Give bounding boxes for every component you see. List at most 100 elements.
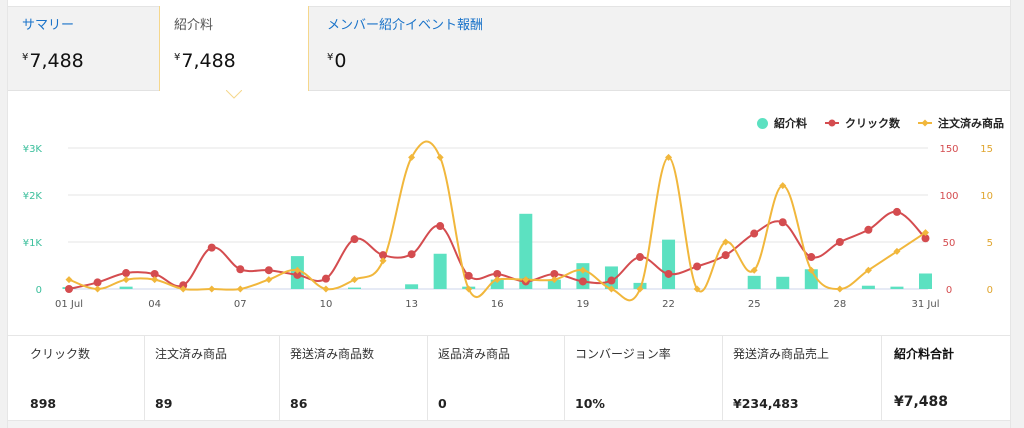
marker-orders[interactable]: [179, 285, 187, 293]
legend-item-orders[interactable]: 注文済み商品: [918, 115, 1004, 131]
marker-orders[interactable]: [236, 285, 244, 293]
tab-summary-label: サマリー: [22, 18, 75, 33]
marker-orders[interactable]: [465, 285, 473, 293]
marker-orders[interactable]: [807, 266, 815, 274]
stat-ordered-items: 注文済み商品 89: [145, 336, 280, 420]
marker-orders[interactable]: [122, 276, 130, 284]
marker-orders[interactable]: [522, 276, 530, 284]
stat-label: 発送済み商品数: [290, 347, 375, 361]
marker-orders[interactable]: [293, 266, 301, 274]
marker-clicks[interactable]: [207, 243, 216, 252]
marker-clicks[interactable]: [892, 207, 901, 216]
marker-clicks[interactable]: [379, 251, 388, 260]
marker-orders[interactable]: [779, 182, 787, 190]
marker-clicks[interactable]: [321, 274, 330, 283]
marker-clicks[interactable]: [122, 269, 131, 278]
bar-referral-fee[interactable]: [519, 213, 533, 289]
marker-clicks[interactable]: [293, 270, 302, 279]
bar-referral-fee[interactable]: [405, 284, 419, 289]
marker-clicks[interactable]: [350, 235, 359, 244]
stat-value: 898: [30, 396, 57, 411]
marker-clicks[interactable]: [264, 266, 273, 275]
legend-item-clicks[interactable]: クリック数: [825, 115, 900, 131]
marker-orders[interactable]: [922, 229, 929, 237]
marker-orders[interactable]: [607, 285, 615, 293]
bar-referral-fee[interactable]: [490, 279, 504, 289]
marker-clicks[interactable]: [778, 218, 787, 227]
tab-referral-fee[interactable]: 紹介料 ¥7,488: [159, 6, 309, 96]
marker-clicks[interactable]: [835, 238, 844, 246]
bar-referral-fee[interactable]: [348, 287, 361, 289]
bar-referral-fee[interactable]: [747, 275, 761, 289]
marker-orders[interactable]: [636, 285, 644, 293]
line-orders: [68, 140, 927, 302]
marker-orders[interactable]: [665, 153, 673, 161]
marker-orders[interactable]: [550, 276, 558, 284]
marker-orders[interactable]: [151, 276, 159, 284]
bar-referral-fee[interactable]: [547, 279, 561, 289]
tab-member-referral-bonus[interactable]: メンバー紹介イベント報酬 ¥0: [313, 7, 573, 92]
referral-fee-chart[interactable]: 0 ¥1K ¥2K ¥3K 0 50 100 150 0 5 10 15 01 Jul 04 07 10 13 1…: [8, 91, 1010, 336]
bar-referral-fee[interactable]: [776, 276, 790, 289]
active-tab-caret-icon: [226, 90, 242, 99]
marker-clicks[interactable]: [664, 269, 673, 278]
marker-clicks[interactable]: [921, 234, 930, 243]
marker-clicks[interactable]: [407, 250, 416, 259]
page-scrollbar[interactable]: [1010, 0, 1024, 428]
marker-orders[interactable]: [379, 257, 387, 265]
tab-summary[interactable]: サマリー ¥7,488: [8, 7, 158, 92]
bar-referral-fee[interactable]: [861, 285, 875, 289]
marker-orders[interactable]: [408, 153, 416, 161]
currency-symbol: ¥: [174, 52, 181, 63]
marker-orders[interactable]: [722, 238, 730, 246]
bar-referral-fee[interactable]: [662, 239, 676, 289]
marker-orders[interactable]: [579, 266, 587, 274]
marker-orders[interactable]: [693, 285, 701, 293]
marker-orders[interactable]: [493, 276, 501, 284]
stats-table: クリック数 898 注文済み商品 89 発送済み商品数 86 返品済み商品 0 …: [8, 336, 1010, 421]
y-right-clicks-tick: 150: [939, 144, 958, 155]
marker-clicks[interactable]: [550, 269, 559, 278]
tab-member-referral-bonus-value: ¥0: [327, 46, 573, 73]
marker-clicks[interactable]: [750, 229, 759, 238]
bar-referral-fee[interactable]: [919, 273, 932, 289]
marker-orders[interactable]: [893, 247, 901, 255]
marker-clicks[interactable]: [578, 277, 587, 286]
stat-value: ¥234,483: [733, 396, 799, 411]
marker-orders[interactable]: [436, 153, 444, 161]
bar-referral-fee[interactable]: [433, 253, 447, 289]
x-tick-label: 28: [833, 299, 846, 310]
marker-clicks[interactable]: [721, 251, 730, 260]
legend-item-fee[interactable]: 紹介料: [757, 115, 807, 131]
marker-clicks[interactable]: [179, 281, 188, 290]
legend-line-dot-icon: [825, 119, 839, 127]
marker-clicks[interactable]: [493, 269, 502, 278]
marker-clicks[interactable]: [607, 276, 616, 285]
bar-referral-fee[interactable]: [119, 286, 133, 289]
marker-clicks[interactable]: [464, 271, 473, 280]
marker-orders[interactable]: [94, 285, 102, 293]
bar-referral-fee[interactable]: [890, 286, 904, 289]
marker-clicks[interactable]: [807, 253, 816, 262]
x-tick-label: 10: [320, 299, 333, 310]
marker-orders[interactable]: [208, 285, 216, 293]
marker-clicks[interactable]: [236, 265, 245, 274]
marker-clicks[interactable]: [864, 225, 873, 234]
marker-clicks[interactable]: [436, 222, 445, 231]
marker-clicks[interactable]: [65, 285, 73, 293]
y-left-tick: 0: [36, 285, 42, 296]
marker-orders[interactable]: [265, 276, 273, 284]
marker-orders[interactable]: [65, 276, 73, 284]
marker-orders[interactable]: [836, 285, 844, 293]
marker-orders[interactable]: [750, 266, 758, 274]
marker-orders[interactable]: [351, 276, 358, 284]
y-right-orders-tick: 5: [987, 238, 993, 249]
marker-clicks[interactable]: [636, 253, 644, 262]
marker-orders[interactable]: [864, 266, 872, 274]
x-tick-label: 07: [234, 299, 247, 310]
marker-clicks[interactable]: [150, 269, 159, 278]
marker-clicks[interactable]: [693, 262, 702, 271]
marker-clicks[interactable]: [93, 278, 102, 287]
marker-orders[interactable]: [322, 285, 330, 293]
stat-conversion-rate: コンバージョン率 10%: [565, 336, 723, 420]
